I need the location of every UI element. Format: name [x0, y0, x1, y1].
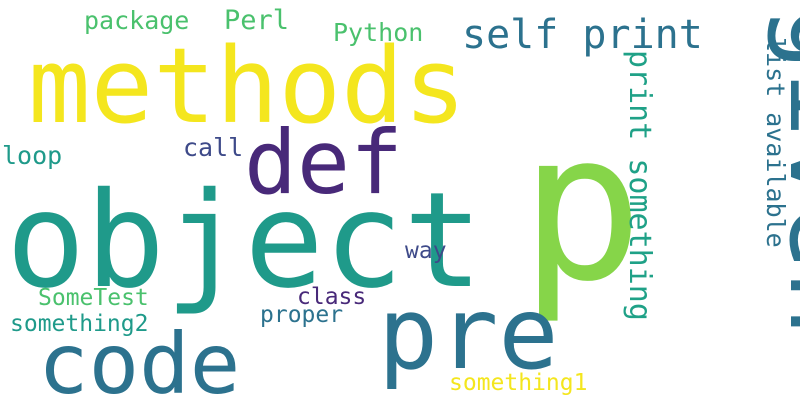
word-methods: methods [28, 25, 466, 147]
word-p: p [520, 89, 643, 327]
word-pre: pre [378, 275, 559, 392]
word-given: given [765, 5, 800, 336]
word-sometest: SomeTest [38, 285, 149, 311]
word-self-print: self print [462, 12, 703, 58]
word-def: def [244, 111, 403, 214]
word-something2: something2 [10, 311, 148, 337]
word-object: object [6, 164, 483, 318]
word-way: way [405, 238, 447, 264]
word-package: package [84, 6, 189, 35]
word-call: call [183, 133, 243, 162]
word-something1: something1 [449, 370, 587, 396]
word-python: Python [333, 18, 423, 47]
word-class: class [297, 284, 366, 310]
word-list-available: list available [761, 37, 790, 248]
word-print-something: print something [622, 50, 657, 321]
word-loop: loop [2, 141, 62, 170]
word-proper: proper [260, 302, 343, 328]
word-perl: Perl [224, 5, 289, 36]
word-code: code [38, 315, 240, 400]
